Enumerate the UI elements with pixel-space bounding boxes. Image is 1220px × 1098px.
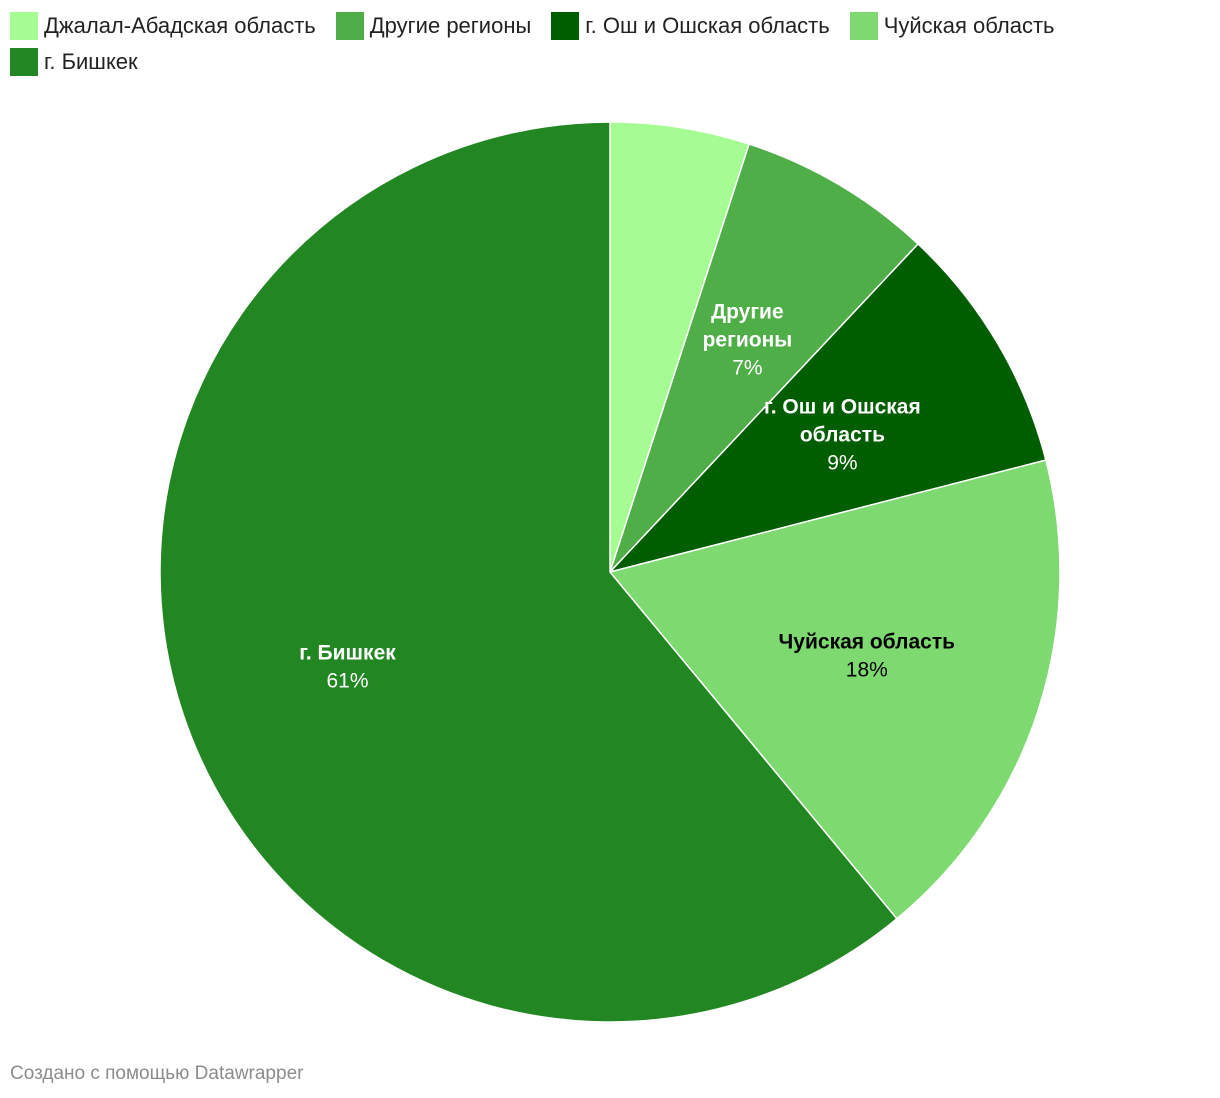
pie-slice[interactable] xyxy=(608,459,1061,920)
legend: Джалал-Абадская область Другие регионы г. … xyxy=(10,12,1200,76)
pie-slice[interactable] xyxy=(159,121,898,1023)
legend-label: г. Ош и Ошская область xyxy=(585,13,830,38)
legend-label: Чуйская область xyxy=(883,13,1055,38)
credit-footer[interactable]: Создано с помощью Datawrapper xyxy=(10,1063,304,1084)
slice-name: г. Ош и Ошская xyxy=(764,396,921,419)
slice-name: Другие xyxy=(711,301,784,324)
slice-label: г. Бишкек 61% xyxy=(299,642,396,693)
slice-name: Чуйская область xyxy=(779,630,956,653)
legend-label: Другие регионы xyxy=(369,13,532,38)
legend-swatch xyxy=(10,12,38,40)
legend-item: Другие регионы xyxy=(335,12,532,40)
legend-label: Джалал-Абадская область xyxy=(44,13,316,38)
slice-value: 7% xyxy=(732,357,762,380)
legend-swatch xyxy=(10,48,38,76)
pie-slice[interactable] xyxy=(607,242,1047,574)
slice-value: 18% xyxy=(846,658,888,681)
slice-label: г. Ош и Ошская область 9% xyxy=(764,396,921,475)
slice-value: 61% xyxy=(326,670,368,693)
pie-labels: Другие регионы 7%г. Ош и Ошская область 9% Чу… xyxy=(299,301,955,693)
legend-item: Джалал-Абадская область xyxy=(10,12,316,40)
slice-name: регионы xyxy=(703,329,793,352)
pie-slice[interactable] xyxy=(609,143,920,573)
legend-label: г. Бишкек xyxy=(44,49,138,74)
legend-swatch xyxy=(551,12,580,40)
legend-swatch xyxy=(335,12,364,40)
legend-swatch xyxy=(849,12,878,40)
legend-item: г. Ош и Ошская область xyxy=(551,12,830,40)
slice-name: область xyxy=(800,424,885,447)
legend-item: Чуйская область xyxy=(849,12,1055,40)
pie-slices xyxy=(159,121,1061,1023)
slice-value: 9% xyxy=(827,452,857,475)
slice-label: Чуйская область 18% xyxy=(779,630,956,681)
slice-name: г. Бишкек xyxy=(299,642,396,665)
legend-item: г. Бишкек xyxy=(10,48,138,76)
slice-label: Другие регионы 7% xyxy=(703,301,793,380)
